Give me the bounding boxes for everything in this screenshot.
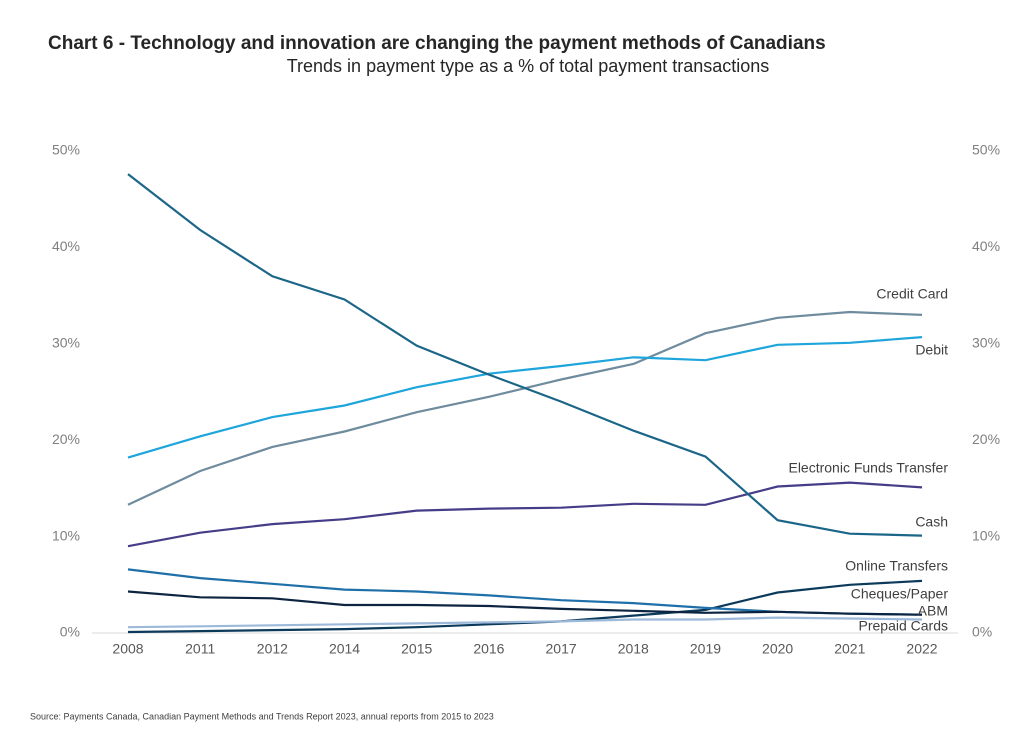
x-tick-label: 2008 bbox=[112, 641, 143, 657]
y2-tick-label: 50% bbox=[972, 142, 1000, 158]
series-label: Online Transfers bbox=[845, 558, 948, 574]
y-tick-label: 50% bbox=[52, 142, 80, 158]
series-line bbox=[127, 173, 923, 537]
y-tick-label: 20% bbox=[52, 431, 80, 447]
series-label: Debit bbox=[915, 342, 948, 358]
y-tick-label: 10% bbox=[52, 527, 80, 543]
x-tick-label: 2016 bbox=[473, 641, 504, 657]
y-tick-label: 30% bbox=[52, 335, 80, 351]
x-tick-label: 2021 bbox=[834, 641, 865, 657]
series-label: Cheques/Paper bbox=[851, 586, 949, 602]
y2-tick-label: 40% bbox=[972, 238, 1000, 254]
y2-tick-label: 0% bbox=[972, 624, 992, 640]
y2-tick-label: 30% bbox=[972, 335, 1000, 351]
y-tick-label: 0% bbox=[60, 624, 80, 640]
x-tick-label: 2022 bbox=[906, 641, 937, 657]
x-tick-label: 2011 bbox=[185, 641, 215, 657]
x-tick-label: 2012 bbox=[257, 641, 288, 657]
x-tick-label: 2020 bbox=[762, 641, 793, 657]
series-label: Credit Card bbox=[876, 286, 948, 302]
x-tick-label: 2018 bbox=[618, 641, 649, 657]
series-label: Prepaid Cards bbox=[859, 618, 949, 634]
y-tick-label: 40% bbox=[52, 238, 80, 254]
series-label: ABM bbox=[918, 603, 948, 619]
x-tick-label: 2015 bbox=[401, 641, 432, 657]
series-line bbox=[127, 590, 923, 616]
x-tick-label: 2019 bbox=[690, 641, 721, 657]
chart-title: Chart 6 - Technology and innovation are … bbox=[48, 33, 826, 54]
series-label: Cash bbox=[915, 514, 948, 530]
chart-subtitle: Trends in payment type as a % of total p… bbox=[287, 56, 770, 76]
series-line bbox=[127, 310, 923, 506]
source-note: Source: Payments Canada, Canadian Paymen… bbox=[30, 711, 494, 721]
series-line bbox=[127, 616, 923, 629]
x-tick-label: 2014 bbox=[329, 641, 360, 657]
y2-tick-label: 10% bbox=[972, 527, 1000, 543]
series-line bbox=[127, 336, 923, 459]
y2-tick-label: 20% bbox=[972, 431, 1000, 447]
series-line bbox=[127, 481, 923, 548]
series-label: Electronic Funds Transfer bbox=[788, 460, 948, 476]
x-tick-label: 2017 bbox=[546, 641, 577, 657]
